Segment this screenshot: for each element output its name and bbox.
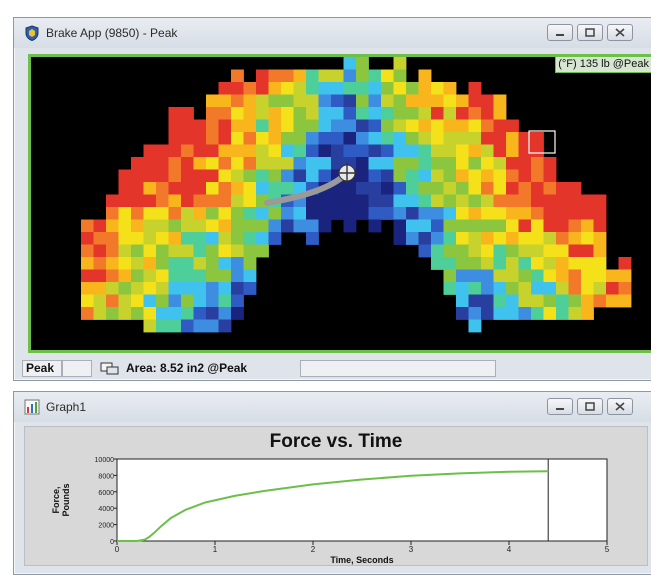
y-tick-label: 4000 [98,506,114,513]
close-icon [615,28,625,37]
y-axis-label: Force,Pounds [51,484,71,517]
restore-icon [585,402,595,411]
restore-button[interactable] [577,398,603,415]
restore-icon [585,28,595,37]
y-tick-label: 2000 [98,523,114,530]
graph-window-titlebar[interactable]: Graph1 [14,392,651,422]
close-button[interactable] [607,398,633,415]
pressure-map-canvas[interactable] [31,57,651,350]
graph-window[interactable]: Graph1 Force vs. Time 0 1 2 3 4 5 0 2000 4000 600… [13,391,651,575]
minimize-button[interactable] [547,398,573,415]
close-button[interactable] [607,24,633,41]
minimize-button[interactable] [547,24,573,41]
status-empty-cell [300,360,496,377]
heatmap-window-titlebar[interactable]: Brake App (9850) - Peak [14,18,651,48]
close-icon [615,402,625,411]
x-tick-label: 3 [409,545,414,554]
force-time-chart: 0 1 2 3 4 5 0 2000 4000 6000 8000 10000 Time, Second… [51,457,610,565]
x-tick-label: 0 [115,545,120,554]
restore-button[interactable] [577,24,603,41]
heatmap-window[interactable]: Brake App (9850) - Peak (°F) 135 lb @Pea… [13,17,651,381]
peak-readout: (°F) 135 lb @Peak [555,57,651,73]
force-series-line [117,470,549,542]
x-tick-label: 2 [311,545,316,554]
status-empty-cell [62,360,92,377]
minimize-icon [556,34,564,36]
x-tick-label: 5 [605,545,610,554]
window-title: Brake App (9850) - Peak [46,26,178,40]
y-tick-label: 10000 [95,457,115,464]
status-bar: Peak Area: 8.52 in2 @Peak [22,360,651,378]
plot-area [116,458,608,542]
y-tick-label: 8000 [98,473,114,480]
x-axis-label: Time, Seconds [330,555,393,565]
x-tick-label: 1 [213,545,218,554]
y-tick-label: 6000 [98,490,114,497]
x-tick-label: 4 [507,545,512,554]
window-title: Graph1 [46,400,87,414]
area-selection-icon[interactable] [100,362,120,375]
crosshair-cursor-icon[interactable] [337,163,357,183]
graph-panel: Force vs. Time 0 1 2 3 4 5 0 2000 4000 6000 8000 10… [24,426,648,566]
status-area: Area: 8.52 in2 @Peak [126,361,248,375]
shield-app-icon [25,25,39,41]
status-mode: Peak [22,360,62,377]
minimize-icon [556,408,564,410]
pressure-heatmap[interactable]: (°F) 135 lb @Peak [28,54,651,353]
chart-icon [24,399,40,415]
y-tick-label: 0 [110,539,114,546]
chart-title: Force vs. Time [269,431,403,452]
